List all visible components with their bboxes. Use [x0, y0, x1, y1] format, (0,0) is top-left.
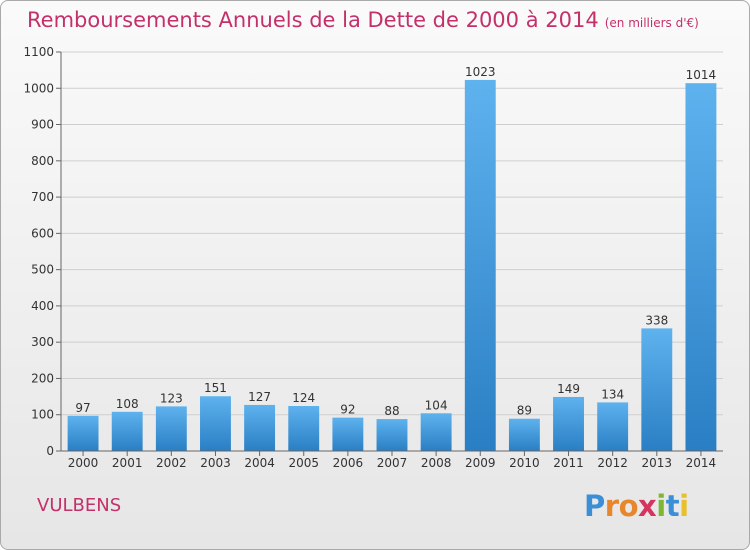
x-tick-label: 2000	[68, 456, 99, 470]
data-label: 88	[384, 404, 399, 418]
logo-letter: x	[638, 489, 657, 523]
logo-letter: t	[665, 489, 680, 523]
data-label: 104	[425, 398, 448, 412]
x-tick-label: 2003	[200, 456, 231, 470]
bar-2003	[200, 396, 231, 451]
data-label: 1023	[465, 65, 496, 79]
x-tick-label: 2005	[288, 456, 319, 470]
y-tick-label: 100	[31, 408, 54, 422]
data-label: 97	[75, 401, 90, 415]
bar-2006	[332, 417, 364, 451]
chart-title: Remboursements Annuels de la Dette de 20…	[27, 8, 699, 32]
x-tick-label: 2010	[509, 456, 540, 470]
bar-2005	[288, 406, 320, 451]
x-tick-label: 2012	[597, 456, 628, 470]
logo-letter: i	[656, 489, 666, 523]
data-label: 124	[292, 391, 315, 405]
data-label: 92	[340, 403, 355, 417]
y-tick-label: 500	[31, 263, 54, 277]
bar-2014	[685, 83, 717, 451]
proxiti-logo: Proxiti	[584, 489, 689, 523]
x-tick-label: 2011	[553, 456, 584, 470]
bar-2009	[464, 79, 496, 452]
commune-name: VULBENS	[37, 495, 122, 516]
y-tick-label: 1100	[23, 45, 54, 59]
y-tick-label: 900	[31, 118, 54, 132]
data-label: 338	[645, 313, 668, 327]
chart-title-text: Remboursements Annuels de la Dette de 20…	[27, 8, 599, 32]
x-tick-label: 2008	[421, 456, 452, 470]
x-tick-label: 2007	[377, 456, 408, 470]
bar-2002	[155, 406, 187, 451]
gridlines	[61, 51, 723, 416]
logo-letter: o	[618, 489, 639, 523]
y-tick-label: 400	[31, 299, 54, 313]
x-tick-label: 2002	[156, 456, 187, 470]
y-tick-label: 300	[31, 335, 54, 349]
bar-2007	[376, 419, 408, 451]
data-label: 123	[160, 391, 183, 405]
logo-letter: r	[604, 489, 619, 523]
data-label: 134	[601, 387, 624, 401]
data-label: 151	[204, 381, 227, 395]
y-tick-label: 0	[46, 444, 54, 458]
x-tick-label: 2001	[112, 456, 143, 470]
x-tick-label: 2004	[244, 456, 275, 470]
bar-2004	[244, 404, 276, 451]
bar-2000	[67, 415, 99, 451]
y-tick-label: 1000	[23, 81, 54, 95]
bar-2013	[641, 328, 673, 451]
x-tick-label: 2006	[333, 456, 364, 470]
y-tick-label: 800	[31, 154, 54, 168]
x-tick-label: 2014	[686, 456, 717, 470]
y-tick-label: 700	[31, 190, 54, 204]
chart-subtitle: (en milliers d'€)	[604, 16, 699, 30]
bar-2011	[553, 396, 584, 451]
logo-letter: i	[679, 489, 689, 523]
x-tick-label: 2013	[642, 456, 673, 470]
bar-2008	[420, 413, 452, 451]
data-label: 89	[517, 404, 532, 418]
bar-2012	[597, 402, 629, 451]
data-label: 1014	[686, 68, 717, 82]
bar-2010	[508, 418, 540, 451]
x-tick-label: 2009	[465, 456, 496, 470]
logo-letter: P	[584, 489, 605, 523]
data-label: 127	[248, 390, 271, 404]
bars: 97 108 123 151 127 124 92 88 104 1023 89 149 134 338 1…	[67, 65, 717, 452]
data-label: 108	[116, 397, 139, 411]
bar-2001	[111, 411, 143, 451]
y-tick-label: 200	[31, 371, 54, 385]
y-axis: 0 100 200 300 400 500 600 700 800 900 1000 1100	[23, 45, 62, 458]
x-axis: 2000 2001 2002 2003 2004 2005 2006 2007 2008 2009…	[61, 450, 723, 470]
y-tick-label: 600	[31, 226, 54, 240]
data-label: 149	[557, 382, 580, 396]
